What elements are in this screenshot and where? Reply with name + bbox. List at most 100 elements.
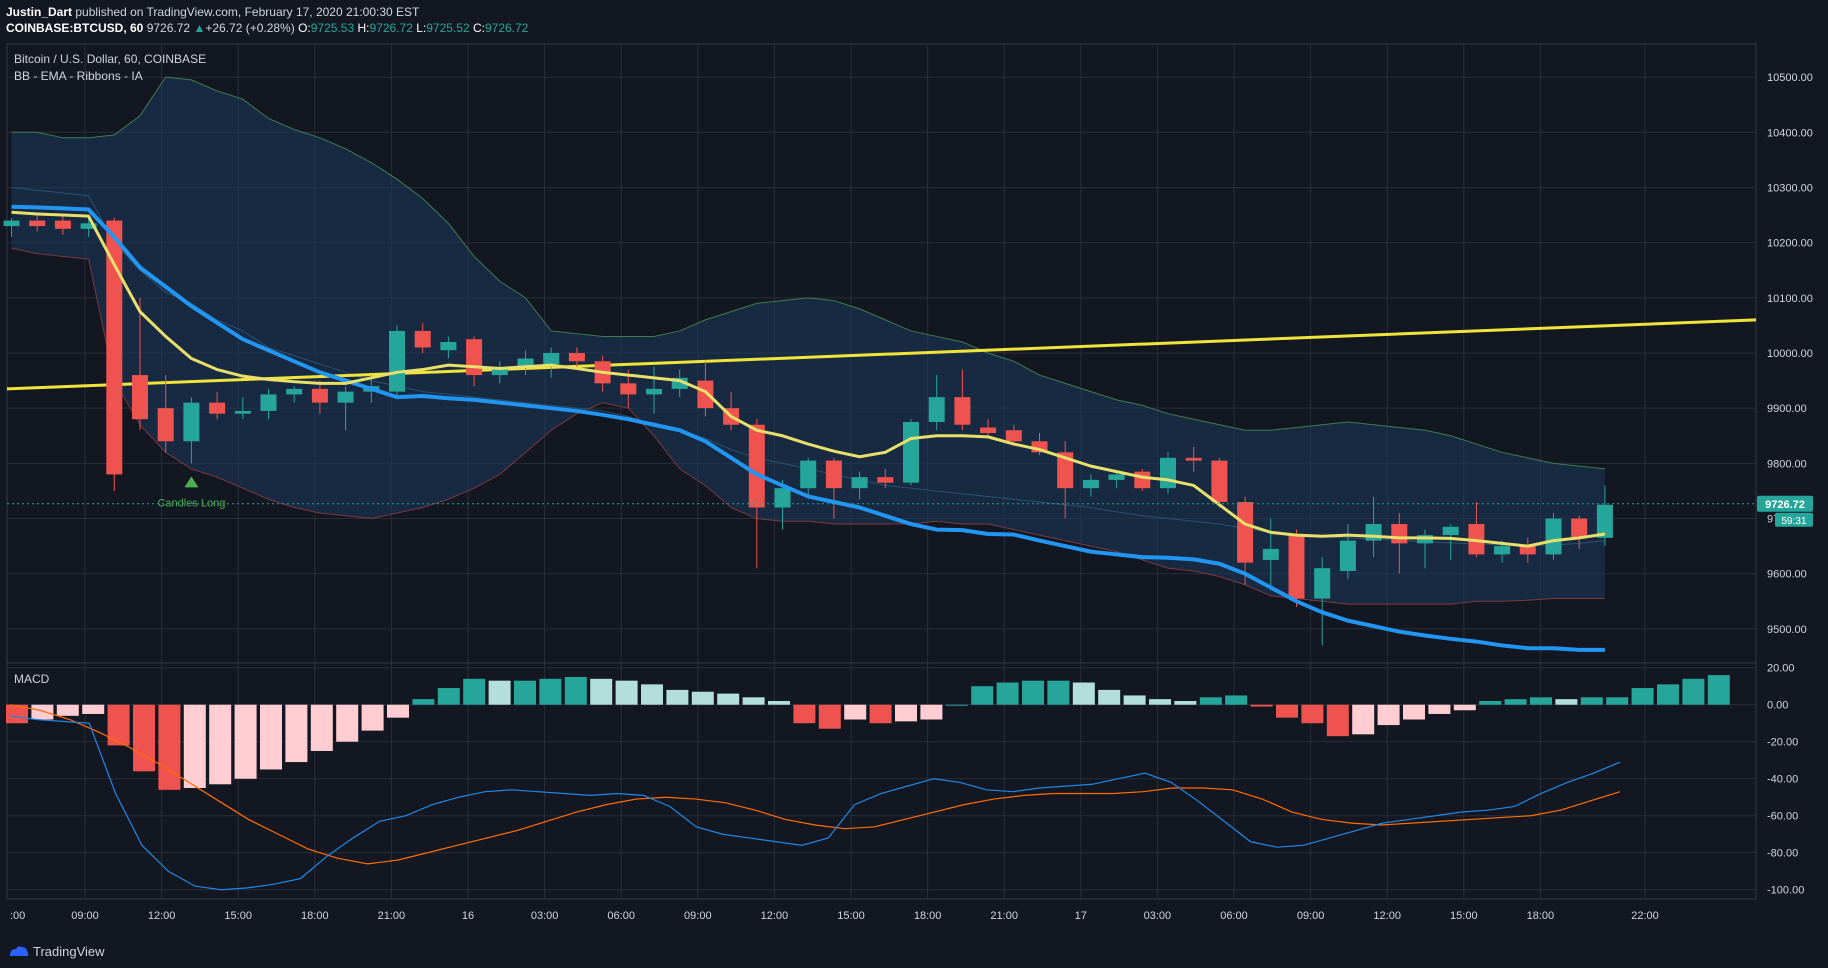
candle-body bbox=[543, 353, 560, 365]
candle bbox=[517, 350, 534, 376]
candle-body bbox=[1288, 535, 1305, 599]
candle-body bbox=[3, 220, 20, 227]
macd-histogram-bar bbox=[1453, 704, 1476, 711]
macd-histogram-bar bbox=[818, 704, 841, 729]
candle-body bbox=[877, 477, 894, 483]
macd-histogram-bar bbox=[1352, 704, 1375, 735]
candle bbox=[954, 369, 971, 431]
macd-histogram-bar bbox=[1707, 675, 1730, 705]
tradingview-logo-icon[interactable] bbox=[8, 944, 30, 961]
candle bbox=[414, 322, 431, 353]
trend-line bbox=[6, 318, 1757, 391]
candle-body bbox=[800, 460, 817, 489]
candle bbox=[183, 397, 200, 464]
macd-histogram-bar bbox=[564, 676, 587, 705]
price-tick-label: 9800.00 bbox=[1767, 458, 1807, 470]
x-tick-label: 18:00 bbox=[1527, 910, 1555, 922]
publish-line: Justin_Dart published on TradingView.com… bbox=[6, 5, 419, 19]
chart-header: Justin_Dart published on TradingView.com… bbox=[0, 0, 1828, 42]
x-tick-label: :00 bbox=[10, 910, 25, 922]
candle-body bbox=[928, 397, 945, 422]
macd-histogram-bar bbox=[1606, 697, 1629, 705]
macd-histogram-bar bbox=[793, 704, 816, 724]
candle bbox=[440, 336, 457, 359]
candle-body bbox=[1442, 526, 1459, 536]
candle bbox=[260, 388, 277, 420]
macd-histogram-bar bbox=[361, 704, 384, 731]
candle bbox=[1108, 471, 1125, 489]
candle bbox=[671, 369, 688, 398]
macd-tick-label: 20.00 bbox=[1767, 663, 1795, 675]
macd-line bbox=[9, 715, 1621, 891]
publish-info: published on TradingView.com, February 1… bbox=[75, 5, 420, 19]
candle-body bbox=[1057, 452, 1074, 489]
candle bbox=[491, 361, 508, 384]
macd-histogram-bar bbox=[437, 688, 460, 705]
candle bbox=[1596, 485, 1613, 547]
candle-body bbox=[1082, 479, 1099, 489]
x-tick-label: 12:00 bbox=[761, 910, 789, 922]
ema-fast-line bbox=[11, 204, 1605, 652]
symbol-label: COINBASE:BTCUSD, 60 bbox=[6, 21, 144, 35]
macd-histogram-bar bbox=[234, 704, 257, 779]
x-tick-label: 12:00 bbox=[148, 910, 176, 922]
candle-body bbox=[646, 388, 662, 395]
candle bbox=[157, 375, 174, 453]
candle-body bbox=[1545, 518, 1562, 555]
macd-histogram-bar bbox=[1301, 704, 1324, 724]
macd-histogram-bar bbox=[971, 686, 994, 705]
candle bbox=[3, 217, 20, 238]
candle bbox=[286, 386, 303, 403]
x-tick-label: 21:00 bbox=[378, 910, 406, 922]
x-tick-label: 09:00 bbox=[1297, 910, 1325, 922]
macd-histogram-bar bbox=[1631, 688, 1654, 705]
candle-body bbox=[748, 424, 765, 508]
macd-histogram-bar bbox=[1276, 704, 1298, 718]
macd-histogram-bar bbox=[1326, 704, 1349, 737]
candle-body bbox=[1596, 504, 1613, 538]
candle bbox=[1519, 537, 1536, 563]
x-tick-label: 15:00 bbox=[837, 910, 865, 922]
brand-name[interactable]: TradingView bbox=[33, 944, 105, 959]
open-value: 9725.53 bbox=[310, 21, 355, 35]
candle-body bbox=[286, 388, 303, 395]
candle-body bbox=[517, 358, 534, 367]
x-tick-label: 09:00 bbox=[71, 910, 99, 922]
close-label: C: bbox=[472, 21, 485, 35]
candle-body bbox=[1185, 457, 1202, 461]
macd-histogram-bar bbox=[56, 704, 79, 716]
candle bbox=[1571, 515, 1588, 549]
bollinger-upper bbox=[11, 76, 1605, 470]
macd-histogram-bar bbox=[615, 680, 638, 705]
macd-histogram-bar bbox=[1377, 704, 1400, 726]
macd-tick-label: -20.00 bbox=[1767, 737, 1798, 749]
macd-tick-label: -60.00 bbox=[1767, 811, 1798, 823]
candle bbox=[1134, 468, 1151, 491]
candle-body bbox=[209, 402, 226, 414]
price-tick-label: 10200.00 bbox=[1767, 238, 1813, 250]
macd-histogram-bar bbox=[717, 693, 740, 705]
candle bbox=[1262, 518, 1279, 591]
ohlc-line: COINBASE:BTCUSD, 60 9726.72 ▲+26.72 (+0.… bbox=[6, 21, 528, 35]
candle-body bbox=[1211, 460, 1228, 502]
open-label: O: bbox=[298, 21, 311, 35]
countdown-tag-label: 59:31 bbox=[1781, 516, 1806, 527]
macd-histogram-bar bbox=[768, 701, 790, 705]
candle-body bbox=[1494, 546, 1511, 555]
candle-body bbox=[1031, 441, 1048, 453]
macd-histogram-bar bbox=[945, 704, 968, 706]
candle bbox=[337, 386, 354, 431]
candle bbox=[697, 361, 714, 417]
x-tick-label: 16 bbox=[462, 910, 474, 922]
author-name[interactable]: Justin_Dart bbox=[6, 5, 73, 19]
macd-histogram-bar bbox=[1022, 680, 1044, 705]
candle-body bbox=[1160, 457, 1176, 489]
macd-tick-label: -100.00 bbox=[1767, 885, 1804, 897]
macd-histogram-bar bbox=[996, 682, 1019, 705]
chart-canvas[interactable]: :00 09:00 12:00 15:00 18:00 21:00 16 03:00 06:00… bbox=[0, 42, 1828, 936]
macd-histogram-bar bbox=[31, 704, 54, 720]
macd-histogram-bar bbox=[1174, 701, 1197, 705]
candle bbox=[1314, 557, 1331, 646]
candle-body bbox=[337, 391, 354, 403]
low-label: L: bbox=[416, 21, 427, 35]
